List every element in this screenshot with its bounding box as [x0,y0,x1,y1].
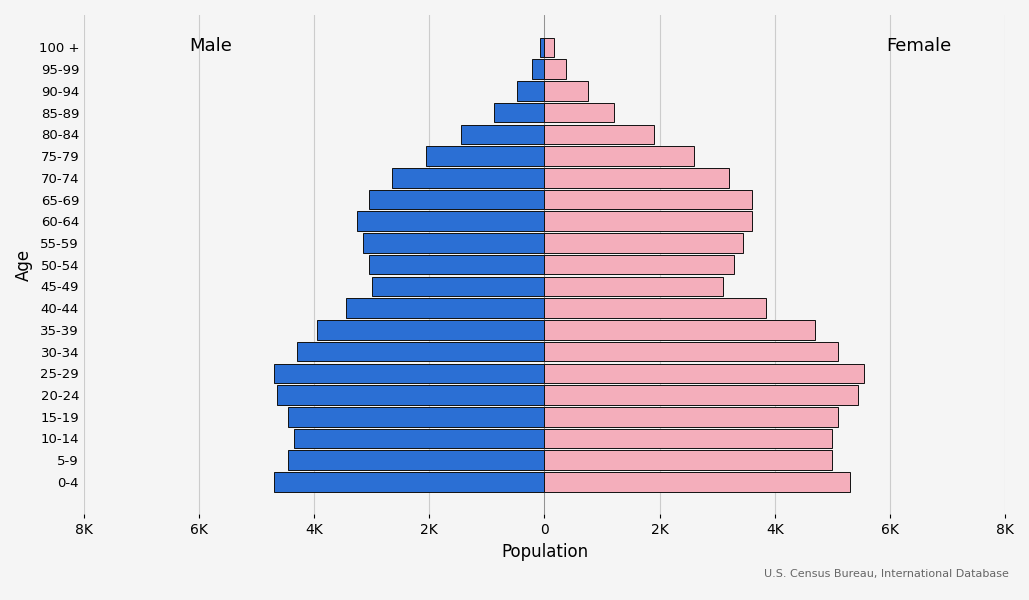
Bar [317,320,544,340]
Bar [544,38,555,57]
Bar [544,81,588,101]
Bar [544,103,613,122]
Bar [544,298,767,318]
Bar [544,277,723,296]
Bar [297,342,544,361]
Bar [518,81,544,101]
Bar [544,211,752,231]
Text: Male: Male [189,37,232,55]
Y-axis label: Age: Age [15,248,33,281]
Bar [461,125,544,144]
Bar [277,385,544,405]
Text: U.S. Census Bureau, International Database: U.S. Census Bureau, International Databa… [764,569,1008,579]
Bar [288,451,544,470]
Bar [532,59,544,79]
Bar [540,38,544,57]
Bar [392,168,544,188]
Bar [544,146,695,166]
Bar [363,233,544,253]
Bar [544,364,864,383]
Bar [368,190,544,209]
Bar [274,472,544,492]
Text: Female: Female [886,37,952,55]
Bar [357,211,544,231]
Bar [294,429,544,448]
Bar [544,342,838,361]
Bar [346,298,544,318]
X-axis label: Population: Population [501,543,588,561]
Bar [368,255,544,274]
Bar [371,277,544,296]
Bar [544,429,832,448]
Bar [544,233,743,253]
Bar [426,146,544,166]
Bar [544,168,729,188]
Bar [544,451,832,470]
Bar [288,407,544,427]
Bar [544,385,858,405]
Bar [544,125,653,144]
Bar [274,364,544,383]
Bar [544,190,752,209]
Bar [544,320,815,340]
Bar [544,407,838,427]
Bar [494,103,544,122]
Bar [544,255,735,274]
Bar [544,59,566,79]
Bar [544,472,850,492]
